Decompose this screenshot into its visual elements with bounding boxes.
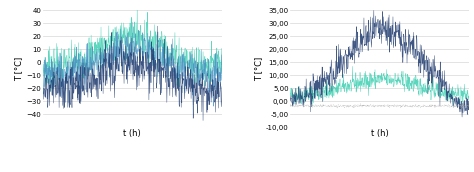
Tmesh bbox=[160, 67, 165, 69]
Tair bbox=[121, 31, 127, 33]
Tmesh bbox=[72, 82, 77, 84]
Tdew bbox=[287, 92, 293, 94]
Tsky bbox=[121, 56, 127, 58]
Tdew bbox=[369, 79, 374, 81]
Tsky bbox=[86, 74, 91, 76]
Tdew bbox=[350, 65, 356, 67]
Tmesh bbox=[86, 69, 91, 71]
Tdew bbox=[310, 105, 315, 107]
Line: Tmesh: Tmesh bbox=[43, 26, 222, 121]
Tdew bbox=[393, 84, 399, 86]
Tsky bbox=[175, 75, 181, 77]
Line: Tair: Tair bbox=[43, 7, 222, 91]
Tair bbox=[160, 62, 166, 64]
Tmesh bbox=[40, 102, 46, 104]
Y-axis label: T [°C]: T [°C] bbox=[254, 57, 263, 81]
Tair bbox=[40, 50, 46, 52]
Tmesh bbox=[393, 35, 399, 37]
Tmesh bbox=[459, 116, 465, 118]
Tsky bbox=[210, 105, 216, 107]
Tmesh bbox=[219, 86, 225, 88]
Tmesh bbox=[155, 25, 160, 27]
Line: Tdew: Tdew bbox=[290, 66, 469, 106]
Tmesh bbox=[287, 97, 293, 99]
Tdew bbox=[466, 92, 472, 94]
Tair bbox=[72, 60, 78, 62]
Tmesh bbox=[319, 94, 325, 96]
Line: Tmesh: Tmesh bbox=[290, 10, 469, 117]
Tsky bbox=[40, 73, 46, 76]
Tair bbox=[175, 63, 181, 66]
Y-axis label: T [°C]: T [°C] bbox=[15, 57, 24, 81]
Tdew bbox=[423, 84, 428, 86]
Tair bbox=[219, 70, 225, 72]
X-axis label: t (h): t (h) bbox=[123, 129, 141, 138]
Tmesh bbox=[407, 38, 413, 40]
Tmesh bbox=[333, 78, 339, 80]
Tsky bbox=[129, 21, 135, 23]
Tmesh bbox=[175, 77, 181, 79]
Tmesh bbox=[371, 9, 377, 12]
Tmesh bbox=[466, 96, 472, 98]
Legend: Tair, Tsky, Tmesh: Tair, Tsky, Tmesh bbox=[82, 171, 183, 172]
Tmesh bbox=[368, 41, 374, 43]
Tsky bbox=[219, 73, 225, 75]
Tsky bbox=[146, 51, 151, 53]
Tair bbox=[48, 90, 54, 92]
Tmesh bbox=[200, 120, 206, 122]
Tdew bbox=[319, 90, 325, 92]
Line: Tsky: Tsky bbox=[43, 22, 222, 106]
X-axis label: t (h): t (h) bbox=[371, 129, 389, 138]
Tmesh bbox=[422, 59, 428, 61]
Tdew bbox=[334, 91, 339, 93]
Tmesh bbox=[146, 62, 151, 64]
Legend: Tdew, Tmesh: Tdew, Tmesh bbox=[341, 171, 418, 172]
Tair bbox=[86, 37, 92, 39]
Tsky bbox=[72, 72, 77, 74]
Tdew bbox=[408, 82, 413, 84]
Tsky bbox=[160, 67, 165, 69]
Tair bbox=[146, 39, 152, 41]
Tmesh bbox=[121, 65, 127, 67]
Tair bbox=[134, 6, 140, 8]
